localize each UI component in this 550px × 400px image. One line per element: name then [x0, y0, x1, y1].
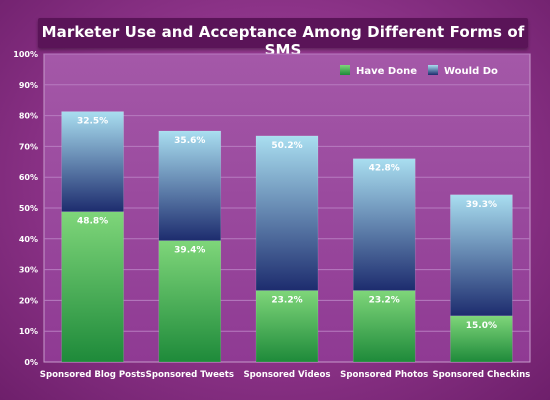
data-labels: 48.8% 32.5% 39.4% 35.6% 23.2% 50.2% 23.2% 42.8%…	[77, 117, 497, 331]
data-label-have-done: 39.4%	[174, 246, 205, 256]
legend-label-have-done: Have Done	[356, 66, 417, 77]
y-tick-label: 70%	[19, 142, 38, 151]
y-axis-ticks: 0% 10% 20% 30% 40% 50% 60% 70% 80% 90% 100%	[13, 50, 38, 367]
y-tick-label: 50%	[19, 204, 38, 213]
title-bar: Marketer Use and Acceptance Among Differ…	[38, 18, 528, 59]
y-tick-label: 20%	[19, 296, 38, 305]
category-label: Sponsored Checkins	[432, 370, 530, 380]
y-tick-label: 10%	[19, 327, 38, 336]
category-label: Sponsored Photos	[340, 370, 428, 380]
bar-would-do	[255, 135, 319, 291]
data-label-would-do: 50.2%	[271, 141, 302, 151]
bar-would-do	[450, 194, 513, 317]
y-tick-label: 30%	[19, 266, 38, 275]
bar-would-do	[158, 130, 222, 241]
bar-have-done	[255, 290, 319, 363]
data-label-have-done: 23.2%	[271, 296, 302, 306]
data-label-would-do: 32.5%	[77, 117, 108, 127]
bar-would-do	[352, 158, 416, 291]
data-label-would-do: 42.8%	[369, 164, 400, 174]
bar-have-done	[450, 315, 513, 363]
legend-label-would-do: Would Do	[444, 66, 498, 77]
category-label: Sponsored Tweets	[146, 370, 234, 380]
data-label-have-done: 23.2%	[369, 296, 400, 306]
legend-swatch-have-done	[340, 65, 350, 75]
x-axis-categories: Sponsored Blog Posts Sponsored Tweets Spon…	[40, 370, 531, 380]
bar-have-done	[158, 240, 222, 363]
y-tick-label: 60%	[19, 173, 38, 182]
y-tick-label: 80%	[19, 112, 38, 121]
bars	[61, 111, 513, 363]
bar-have-done	[61, 211, 124, 363]
y-tick-label: 0%	[24, 358, 38, 367]
legend: Have Done Would Do	[340, 65, 498, 77]
data-label-have-done: 48.8%	[77, 217, 108, 227]
y-tick-label: 90%	[19, 81, 38, 90]
data-label-would-do: 35.6%	[174, 136, 205, 146]
y-tick-label: 100%	[13, 50, 38, 59]
category-label: Sponsored Videos	[243, 370, 330, 380]
bar-would-do	[61, 111, 124, 212]
data-label-have-done: 15.0%	[466, 321, 497, 331]
category-label: Sponsored Blog Posts	[40, 370, 146, 380]
legend-swatch-would-do	[428, 65, 438, 75]
data-label-would-do: 39.3%	[466, 200, 497, 210]
y-tick-label: 40%	[19, 235, 38, 244]
